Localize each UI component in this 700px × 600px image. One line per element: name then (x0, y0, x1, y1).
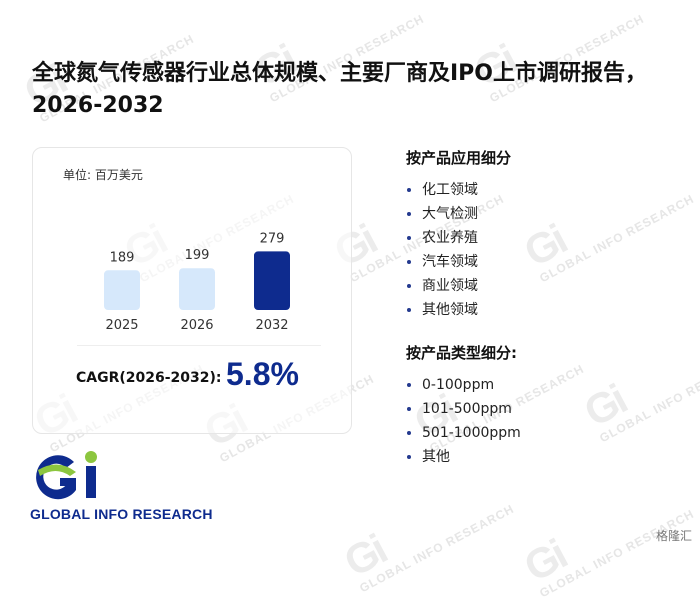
segment-item: 101-500ppm (406, 397, 521, 421)
segment-item: 其他 (406, 445, 521, 469)
segment-item-label: 0-100ppm (422, 377, 495, 393)
segment-item-label: 农业养殖 (422, 230, 478, 246)
segment-item-label: 其他 (422, 449, 450, 465)
gi-logo-icon (36, 451, 97, 500)
segment-heading: 按产品应用细分 (406, 149, 512, 167)
segment-item: 商业领域 (406, 274, 511, 298)
segment-application: 按产品应用细分 化工领域大气检测农业养殖汽车领域商业领域其他领域 (406, 147, 511, 322)
segment-item: 0-100ppm (406, 373, 521, 397)
segment-item: 大气检测 (406, 202, 511, 226)
segment-type: 按产品类型细分: 0-100ppm 101-500ppm 501-1000ppm 其他 (406, 342, 521, 469)
category-label: 2032 (255, 318, 288, 333)
segment-item-label: 其他领域 (422, 302, 478, 318)
segment-item-label: 商业领域 (422, 278, 478, 294)
category-label: 2026 (180, 318, 213, 333)
bullet-icon (407, 407, 411, 411)
source-badge: 格隆汇 (655, 529, 692, 543)
segment-item: 501-1000ppm (406, 421, 521, 445)
segment-item: 化工领域 (406, 178, 511, 202)
page-title: 全球氮气传感器行业总体规模、主要厂商及IPO上市调研报告，2026-2032 (32, 61, 648, 118)
bar-2032 (254, 251, 290, 310)
company-logo: GLOBAL INFO RESEARCH (30, 448, 250, 528)
bullet-icon (407, 260, 411, 264)
bar-chart: 189 2025 199 2026 279 2032 (104, 231, 290, 333)
bullet-icon (407, 308, 411, 312)
bullet-icon (407, 212, 411, 216)
unit-label: 单位: 百万美元 (63, 168, 143, 182)
bar-2025 (104, 270, 140, 310)
cagr-label: CAGR(2026-2032): (76, 370, 222, 386)
segment-item-label: 汽车领域 (422, 254, 478, 270)
market-size-card: 单位: 百万美元 189 2025 199 2026 279 2032 CAGR(2026… (32, 147, 352, 434)
segment-item: 汽车领域 (406, 250, 511, 274)
bullet-icon (407, 455, 411, 459)
segment-item-label: 501-1000ppm (422, 425, 521, 441)
value-label: 189 (110, 250, 135, 265)
bullet-icon (407, 431, 411, 435)
segment-list: 0-100ppm 101-500ppm 501-1000ppm 其他 (406, 373, 521, 469)
value-label: 199 (185, 248, 210, 263)
bar-2026 (179, 268, 215, 310)
bullet-icon (407, 383, 411, 387)
segment-item: 其他领域 (406, 298, 511, 322)
logo-text: GLOBAL INFO RESEARCH (30, 506, 213, 522)
bullet-icon (407, 236, 411, 240)
divider (77, 345, 321, 346)
segment-heading: 按产品类型细分: (406, 344, 517, 362)
segment-item-label: 大气检测 (422, 206, 478, 222)
bullet-icon (407, 188, 411, 192)
segment-item-label: 101-500ppm (422, 401, 512, 417)
segment-item-label: 化工领域 (422, 182, 478, 198)
cagr-value: 5.8% (226, 356, 299, 392)
segment-list: 化工领域大气检测农业养殖汽车领域商业领域其他领域 (406, 178, 511, 322)
category-label: 2025 (105, 318, 138, 333)
value-label: 279 (260, 231, 285, 246)
segment-item: 农业养殖 (406, 226, 511, 250)
bullet-icon (407, 284, 411, 288)
